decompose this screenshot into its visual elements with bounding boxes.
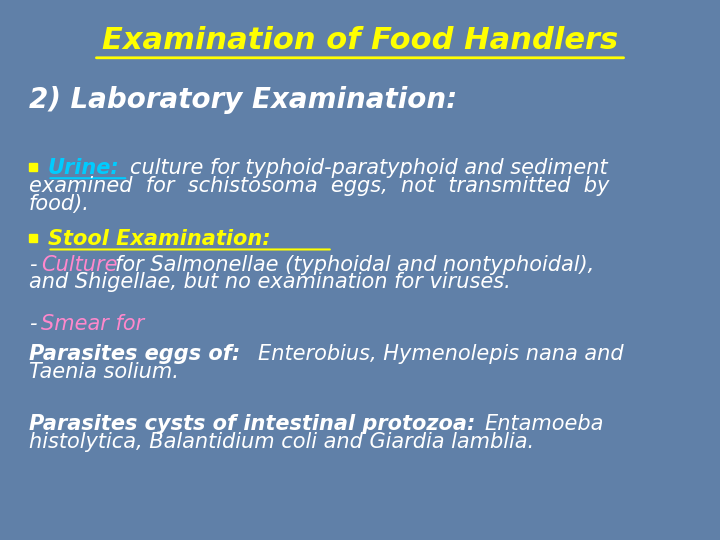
Text: Parasites cysts of intestinal protozoa:: Parasites cysts of intestinal protozoa: bbox=[29, 414, 475, 434]
Text: and Shigellae, but no examination for viruses.: and Shigellae, but no examination for vi… bbox=[29, 272, 510, 293]
Text: food).: food). bbox=[29, 194, 90, 214]
Text: 2) Laboratory Examination:: 2) Laboratory Examination: bbox=[29, 86, 457, 114]
Text: Taenia solium.: Taenia solium. bbox=[29, 361, 179, 382]
Text: Parasites eggs of:: Parasites eggs of: bbox=[29, 343, 240, 364]
Bar bbox=[29, 234, 37, 241]
Text: for Salmonellae (typhoidal and nontyphoidal),: for Salmonellae (typhoidal and nontyphoi… bbox=[115, 254, 595, 275]
Text: histolytica, Balantidium coli and Giardia lamblia.: histolytica, Balantidium coli and Giardi… bbox=[29, 431, 534, 452]
Text: Stool Examination:: Stool Examination: bbox=[48, 228, 270, 249]
Text: Urine:: Urine: bbox=[48, 158, 120, 179]
Text: examined  for  schistosoma  eggs,  not  transmitted  by: examined for schistosoma eggs, not trans… bbox=[29, 176, 609, 197]
Text: Smear for: Smear for bbox=[41, 314, 144, 334]
Text: Entamoeba: Entamoeba bbox=[485, 414, 604, 434]
Text: -: - bbox=[29, 254, 36, 275]
Text: Culture: Culture bbox=[41, 254, 117, 275]
Text: -: - bbox=[29, 314, 36, 334]
Text: culture for typhoid-paratyphoid and sediment: culture for typhoid-paratyphoid and sedi… bbox=[130, 158, 607, 179]
Text: Examination of Food Handlers: Examination of Food Handlers bbox=[102, 26, 618, 55]
Bar bbox=[29, 164, 37, 172]
Text: Enterobius, Hymenolepis nana and: Enterobius, Hymenolepis nana and bbox=[258, 343, 624, 364]
